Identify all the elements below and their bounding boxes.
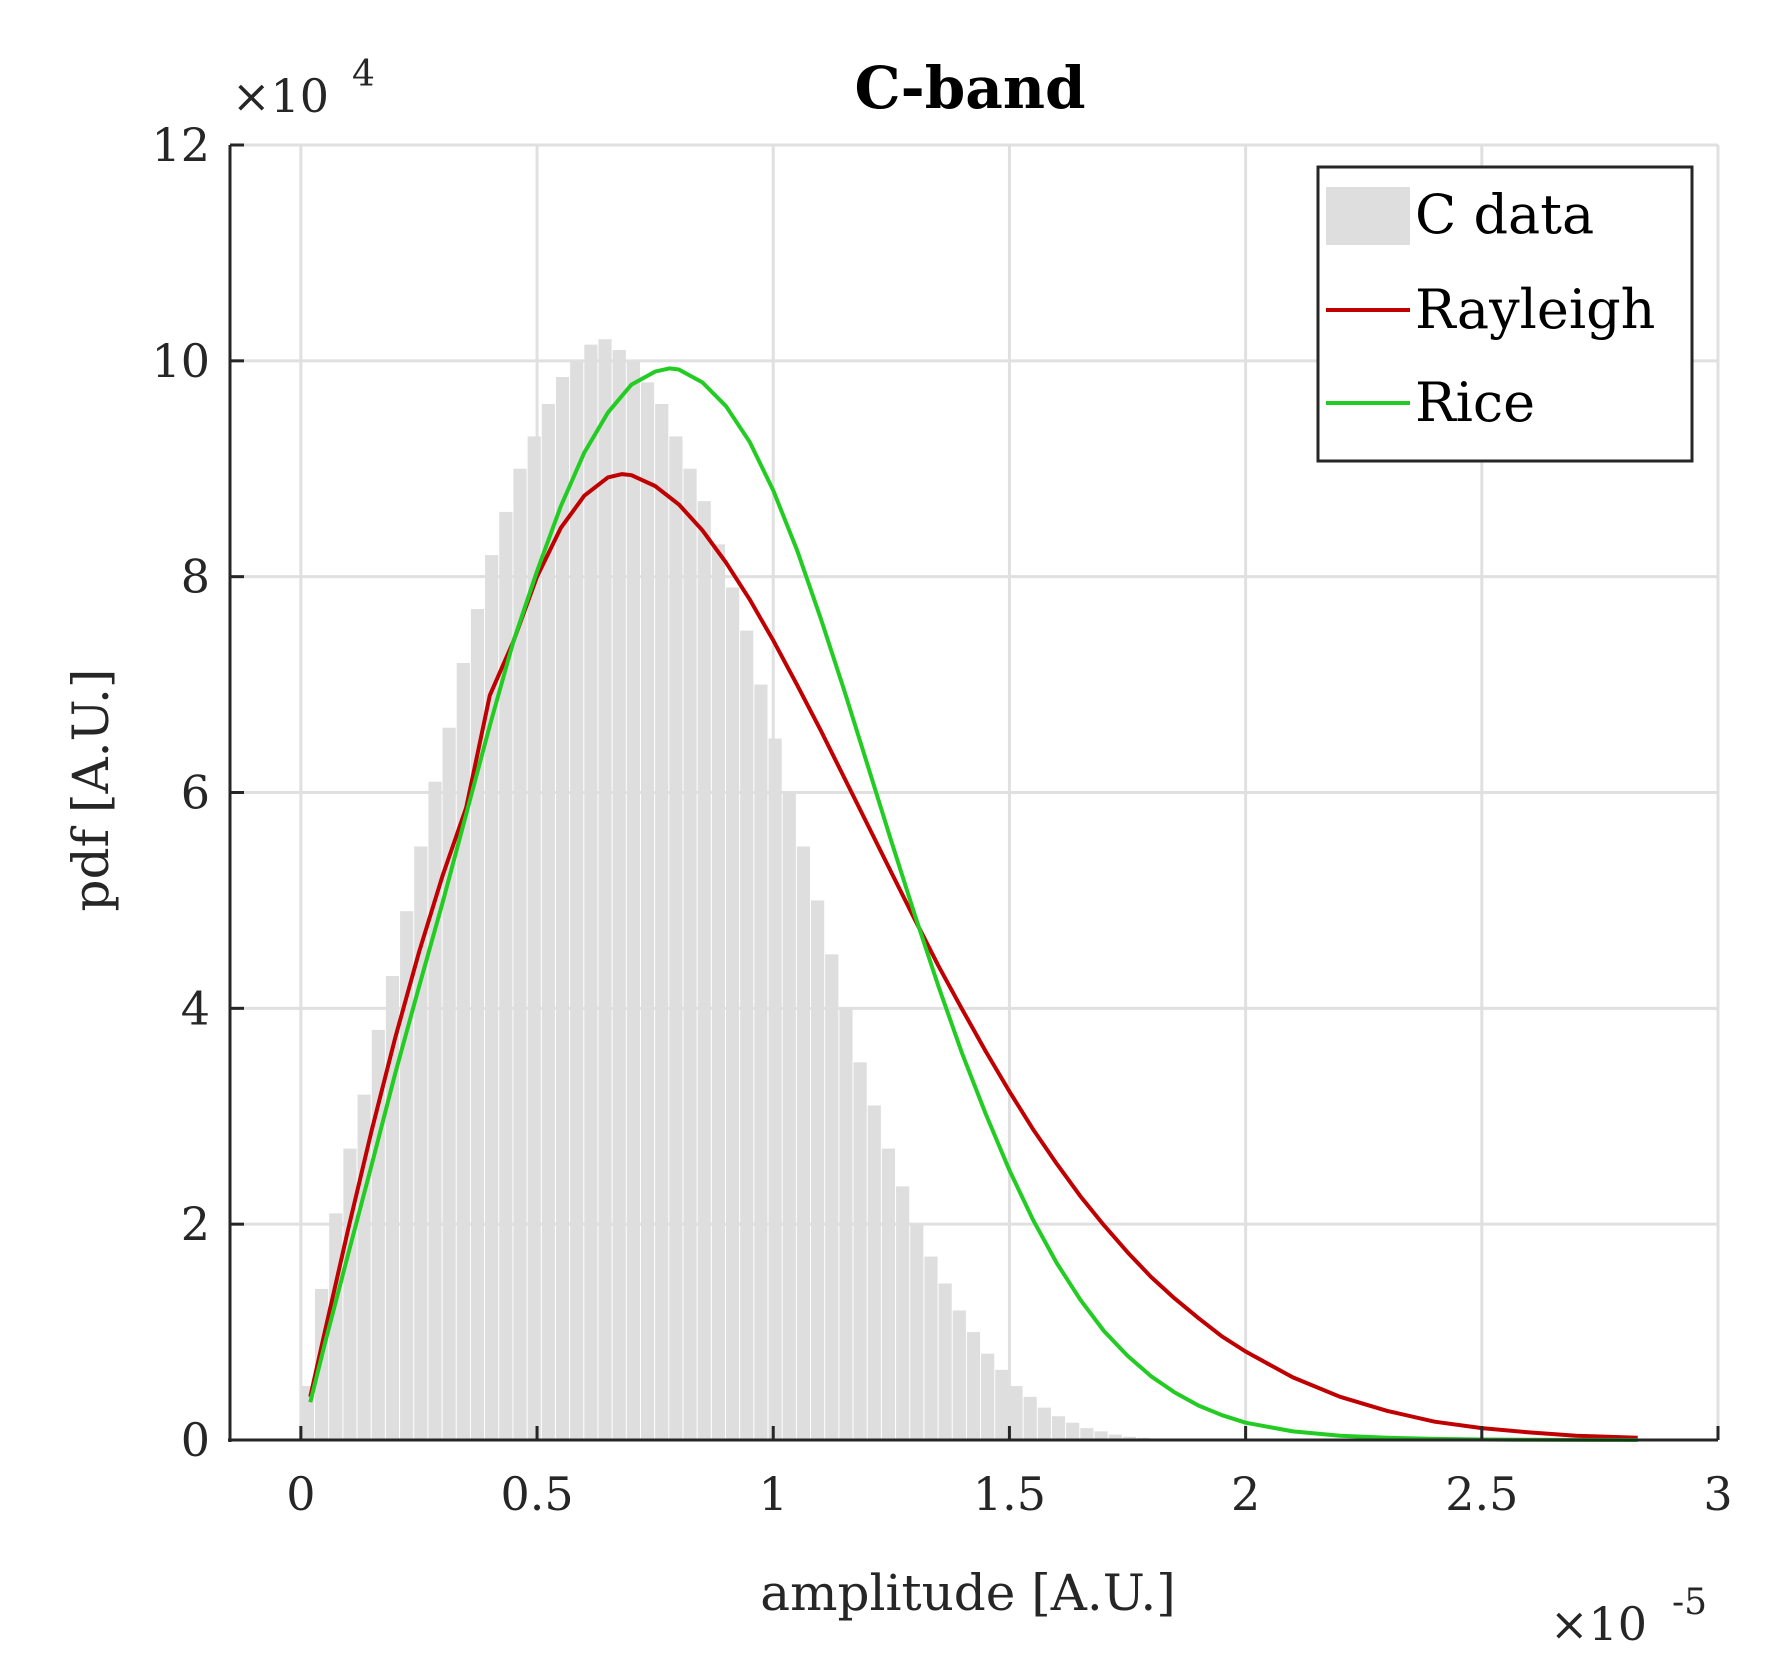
histogram-bar xyxy=(811,900,825,1440)
legend-label-c-data: C data xyxy=(1415,183,1594,246)
histogram-bar xyxy=(470,609,485,1440)
y-multiplier: ×10 4 xyxy=(232,54,375,123)
legend-swatch-c-data xyxy=(1326,187,1410,245)
histogram-bar xyxy=(626,360,640,1440)
histogram-bar xyxy=(995,1369,1009,1440)
histogram-bar xyxy=(952,1310,966,1440)
histogram-bar xyxy=(1080,1428,1094,1440)
legend-label-rayleigh: Rayleigh xyxy=(1415,278,1655,341)
histogram-bar xyxy=(683,468,697,1440)
series-line-rayleigh xyxy=(308,472,1638,1440)
y-tick-label: 12 xyxy=(151,118,210,172)
histogram-bar xyxy=(754,684,768,1440)
y-tick-label: 8 xyxy=(181,550,210,604)
histogram-bar xyxy=(584,344,598,1440)
x-multiplier: ×10 -5 xyxy=(1550,1582,1707,1651)
legend-label-rice: Rice xyxy=(1415,371,1535,434)
histogram-bar xyxy=(1066,1422,1080,1440)
histogram-bar xyxy=(1009,1386,1023,1440)
histogram-bar xyxy=(499,511,513,1441)
histogram-bar xyxy=(796,846,811,1440)
y-tick-label: 10 xyxy=(151,334,210,388)
histogram-bar xyxy=(981,1353,995,1440)
legend: C data Rayleigh Rice xyxy=(1316,165,1694,463)
histogram-bar xyxy=(726,587,740,1440)
histogram-bar xyxy=(1023,1396,1037,1440)
y-axis-label: pdf [A.U.] xyxy=(62,669,120,912)
histogram-bar xyxy=(782,792,796,1440)
histogram-bar xyxy=(527,436,541,1440)
y-tick-label: 0 xyxy=(181,1413,210,1467)
x-tick-label: 2.5 xyxy=(1445,1467,1518,1521)
axes: 0 0.5 1 1.5 2 2.5 3 0 2 4 6 8 10 12 xyxy=(151,118,1732,1521)
histogram-bar xyxy=(924,1256,938,1440)
x-tick-label: 2 xyxy=(1231,1467,1260,1521)
histogram-bar xyxy=(825,954,839,1440)
histogram-bar xyxy=(598,339,612,1440)
histogram-bar xyxy=(711,544,725,1440)
histogram-bar xyxy=(938,1283,952,1440)
histogram-bar xyxy=(640,382,655,1441)
y-multiplier-base: ×10 xyxy=(232,69,329,123)
histogram-bar xyxy=(555,377,570,1440)
y-multiplier-exponent: 4 xyxy=(352,54,375,95)
histogram-bar xyxy=(881,1148,896,1440)
histogram-bar xyxy=(896,1186,910,1440)
histogram-bar xyxy=(442,727,456,1440)
histogram-bar xyxy=(697,501,711,1440)
x-tick-label: 0.5 xyxy=(500,1467,573,1521)
x-multiplier-exponent: -5 xyxy=(1672,1582,1707,1623)
histogram-bar xyxy=(1094,1431,1108,1440)
histogram-bar xyxy=(669,436,683,1440)
histogram-bar xyxy=(853,1062,867,1440)
histogram-bar xyxy=(1037,1407,1051,1440)
histogram-bar xyxy=(485,555,499,1440)
histogram-bar xyxy=(966,1332,981,1440)
x-tick-label: 0 xyxy=(286,1467,315,1521)
series-line-rice xyxy=(308,366,1638,1442)
histogram-bar xyxy=(867,1105,881,1440)
y-tick-label: 6 xyxy=(181,766,210,820)
histogram-bar xyxy=(343,1148,357,1440)
histogram-bar xyxy=(513,468,527,1440)
x-axis-label: amplitude [A.U.] xyxy=(760,1564,1175,1622)
histogram-bar xyxy=(456,663,470,1440)
y-tick-label: 4 xyxy=(181,981,210,1035)
histogram-bar xyxy=(839,1008,853,1440)
x-multiplier-base: ×10 xyxy=(1550,1597,1647,1651)
histogram-bar xyxy=(1122,1436,1136,1440)
histogram-bar xyxy=(655,404,669,1440)
x-tick-label: 1.5 xyxy=(973,1467,1046,1521)
histogram-bar xyxy=(541,404,555,1440)
histogram-bar xyxy=(768,738,782,1440)
histogram-bar xyxy=(570,360,584,1440)
histogram-bars xyxy=(300,339,1179,1441)
histogram-bar xyxy=(1051,1416,1066,1440)
histogram-bar xyxy=(612,350,626,1441)
histogram-bar xyxy=(910,1224,924,1440)
histogram-bar xyxy=(1108,1434,1122,1440)
y-tick-label: 2 xyxy=(181,1197,210,1251)
x-tick-label: 1 xyxy=(759,1467,788,1521)
chart-title: C-band xyxy=(854,54,1085,122)
x-tick-label: 3 xyxy=(1703,1467,1732,1521)
histogram-bar xyxy=(740,630,754,1440)
fit-curves xyxy=(308,366,1638,1442)
